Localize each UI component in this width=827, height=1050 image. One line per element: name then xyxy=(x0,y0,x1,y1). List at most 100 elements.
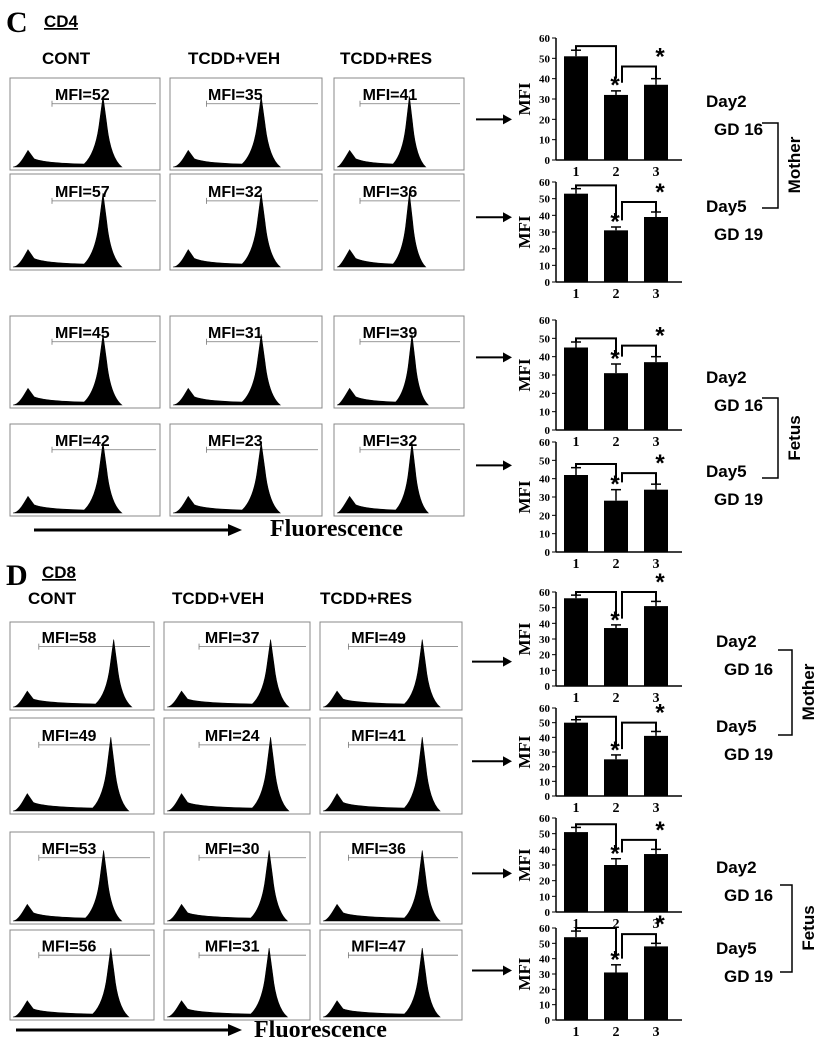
histogram-c-4-3-curve xyxy=(336,442,430,514)
barchart-d-1-bar-1 xyxy=(564,598,588,686)
histogram-d-4-2-curve xyxy=(166,947,289,1018)
barchart-d-1-ytick-label-5: 50 xyxy=(539,603,551,615)
barchart-c-3-sig-star-3: * xyxy=(655,323,665,350)
histogram-d-1-2-curve xyxy=(166,639,290,708)
barchart-d-4-xtick-2: 2 xyxy=(613,1025,620,1040)
histogram-c-1-1-curve xyxy=(12,96,123,168)
histogram-d-2-3-frame xyxy=(319,717,463,815)
histogram-d-3-1-frame xyxy=(9,831,155,925)
histogram-c-2-3-frame xyxy=(333,173,465,271)
gd-label-d-3: GD 16 xyxy=(724,886,773,905)
histogram-c-3-3-mfi-label: MFI=39 xyxy=(363,325,418,342)
barchart-c-1-xtick-1: 1 xyxy=(573,165,580,180)
histogram-c-4-3-frame xyxy=(333,423,465,517)
barchart-d-1-ytick-label-2: 20 xyxy=(539,650,551,662)
barchart-d-2-sig-bracket-1-2 xyxy=(575,715,617,747)
arrowhead-d-3 xyxy=(503,868,512,879)
panel-c-row-3: MFI=45 MFI=31 MFI=39 0 10 20 30 40 50 60 MFI 1 2 3 * * D… xyxy=(9,315,763,450)
barchart-c-2-ytick-label-1: 10 xyxy=(539,260,551,272)
barchart-d-3-bar-2 xyxy=(604,865,628,912)
histogram-d-3-2-mfi-label: MFI=30 xyxy=(205,841,260,858)
barchart-d-4-xtick-1: 1 xyxy=(573,1025,580,1040)
group-bracket-d-mother: Mother xyxy=(778,649,818,736)
gd-label-d-4: GD 19 xyxy=(724,967,773,986)
gd-label-c-1: GD 16 xyxy=(714,120,763,139)
barchart-c-4-xtick-3: 3 xyxy=(653,557,660,572)
group-bracket-d-fetus: Fetus xyxy=(780,884,818,973)
histogram-d-4-1-mfi-label: MFI=56 xyxy=(42,939,97,956)
barchart-c-4-sig-bracket-2-3 xyxy=(621,472,657,485)
barchart-d-3-xtick-3: 3 xyxy=(653,917,660,932)
group-label-d-fetus: Fetus xyxy=(799,905,818,950)
barchart-c-2-ytick-label-2: 20 xyxy=(539,244,551,256)
group-label-d-mother: Mother xyxy=(799,663,818,720)
day-label-c-3: Day2 xyxy=(706,368,747,387)
barchart-c-1-sig-star-3: * xyxy=(655,43,665,70)
fluorescence-arrowhead-c xyxy=(228,524,242,536)
barchart-c-3-ytick-label-6: 60 xyxy=(539,315,551,327)
histogram-d-2-1-curve xyxy=(12,737,130,812)
fluorescence-label-d: Fluorescence xyxy=(254,1017,387,1043)
barchart-c-3-xtick-1: 1 xyxy=(573,435,580,450)
barchart-c-3-ytick-label-1: 10 xyxy=(539,407,551,419)
barchart-d-4-ytick-label-5: 50 xyxy=(539,938,551,950)
barchart-d-3-ytick-label-3: 30 xyxy=(539,860,551,872)
histogram-c-3-2-mfi-label: MFI=31 xyxy=(208,325,263,342)
barchart-c-3-ytick-label-0: 0 xyxy=(545,425,551,437)
barchart-d-1-ytick-label-3: 30 xyxy=(539,634,551,646)
histogram-c-2-1-frame xyxy=(9,173,161,271)
barchart-d-3-bar-3 xyxy=(644,854,668,912)
barchart-d-3-sig-bracket-2-3 xyxy=(621,838,657,853)
col-header-d-veh: TCDD+VEH xyxy=(172,589,264,608)
barchart-d-2-ytick-label-1: 10 xyxy=(539,776,551,788)
barchart-d-4-xtick-3: 3 xyxy=(653,1025,660,1040)
col-header-c-veh: TCDD+VEH xyxy=(188,49,280,68)
barchart-c-3-bar-3 xyxy=(644,362,668,430)
histogram-c-4-1-mfi-label: MFI=42 xyxy=(55,433,110,450)
barchart-c-2-sig-star-3: * xyxy=(655,179,665,206)
marker-label-c: CD4 xyxy=(44,12,79,31)
barchart-d-1-bar-2 xyxy=(604,628,628,686)
barchart-d-1-ylabel: MFI xyxy=(515,622,534,655)
barchart-c-1-xtick-2: 2 xyxy=(613,165,620,180)
barchart-c-4-ytick-label-4: 40 xyxy=(539,474,551,486)
barchart-d-4-ytick-label-1: 10 xyxy=(539,1000,551,1012)
day-label-d-4: Day5 xyxy=(716,939,757,958)
barchart-c-1-ytick-label-2: 20 xyxy=(539,114,551,126)
barchart-c-4-sig-star-3: * xyxy=(655,450,665,477)
group-label-c-fetus: Fetus xyxy=(785,415,804,460)
barchart-c-4-bar-3 xyxy=(644,489,668,552)
histogram-d-3-2-frame xyxy=(163,831,311,925)
barchart-c-3-sig-star-2: * xyxy=(610,345,620,372)
histogram-c-2-2-mfi-label: MFI=32 xyxy=(208,184,263,201)
barchart-c-2-bar-3 xyxy=(644,217,668,282)
barchart-d-2-bar-3 xyxy=(644,735,668,796)
barchart-d-1-sig-star-3: * xyxy=(655,569,665,596)
histogram-d-2-3-mfi-label: MFI=41 xyxy=(351,728,406,745)
histogram-d-4-2-mfi-label: MFI=31 xyxy=(205,939,260,956)
arrowhead-c-2 xyxy=(503,212,512,223)
barchart-c-2-ylabel: MFI xyxy=(515,215,534,248)
histogram-c-2-3-curve xyxy=(336,193,427,268)
barchart-d-2-xtick-2: 2 xyxy=(613,801,620,816)
histogram-c-3-1-curve xyxy=(12,334,123,406)
arrowhead-c-1 xyxy=(503,114,512,125)
barchart-c-4-ytick-label-6: 60 xyxy=(539,437,551,449)
barchart-d-4-bar-2 xyxy=(604,972,628,1020)
barchart-c-1-sig-star-2: * xyxy=(610,72,620,99)
histogram-d-2-1-mfi-label: MFI=49 xyxy=(42,728,97,745)
barchart-d-3-ytick-label-5: 50 xyxy=(539,829,551,841)
panel-letter-c: C xyxy=(6,6,28,39)
barchart-d-2-ytick-label-5: 50 xyxy=(539,718,551,730)
histogram-c-1-3-mfi-label: MFI=41 xyxy=(363,87,418,104)
barchart-d-1-ytick-label-0: 0 xyxy=(545,681,551,693)
barchart-d-1-ytick-label-6: 60 xyxy=(539,587,551,599)
barchart-c-4-xtick-1: 1 xyxy=(573,557,580,572)
group-bracket-c-fetus: Fetus xyxy=(762,397,804,479)
arrowhead-d-4 xyxy=(503,965,512,976)
histogram-d-3-3-frame xyxy=(319,831,463,925)
day-label-c-1: Day2 xyxy=(706,92,747,111)
barchart-c-2-bar-2 xyxy=(604,230,628,282)
barchart-c-1-bar-2 xyxy=(604,94,628,160)
barchart-d-2-sig-bracket-2-3 xyxy=(621,721,657,750)
